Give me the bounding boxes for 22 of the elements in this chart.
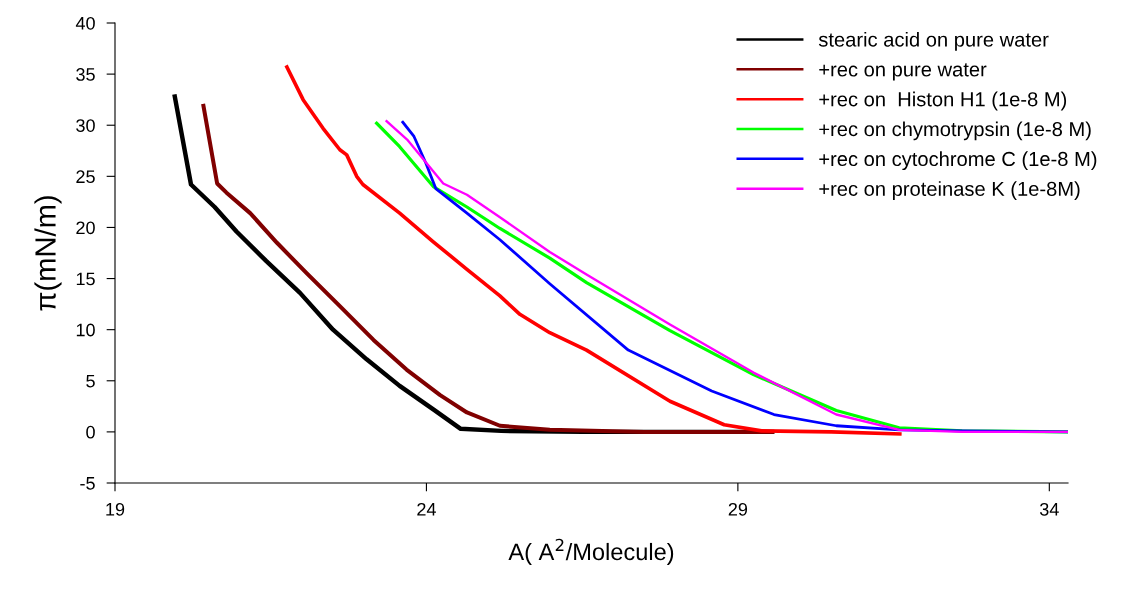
y-tick-label: 35 — [76, 68, 95, 81]
y-axis-title: π(mN/m) — [34, 196, 62, 311]
y-tick-label: 25 — [76, 170, 95, 184]
legend-label: +rec on cytochrome C (1e-8 M) — [819, 151, 1097, 171]
legend-label: +rec on Histon H1 (1e-8 M) — [819, 91, 1067, 111]
x-tick-label: 29 — [728, 502, 748, 516]
x-axis-title: A( A$^{2}$/Molecule) — [508, 538, 674, 565]
y-tick-label: 0 — [86, 425, 95, 439]
y-tick-label: -5 — [80, 477, 95, 490]
y-tick-label: 30 — [76, 119, 95, 132]
legend-label: +rec on pure water — [819, 63, 987, 81]
legend-label: +rec on proteinase K (1e-8M) — [819, 181, 1080, 200]
y-tick-label: 5 — [86, 374, 95, 388]
y-tick-label: 40 — [75, 16, 95, 30]
x-tick-label: 24 — [417, 502, 436, 516]
x-tick-label: 34 — [1039, 502, 1059, 516]
y-tick-label: 10 — [76, 323, 95, 337]
legend-label: +rec on chymotrypsin (1e-8 M) — [819, 121, 1091, 141]
y-tick-label: 20 — [76, 221, 95, 235]
x-tick-label: 19 — [106, 502, 125, 516]
legend-label: stearic acid on pure water — [818, 31, 1049, 51]
y-tick-label: 15 — [76, 272, 95, 286]
